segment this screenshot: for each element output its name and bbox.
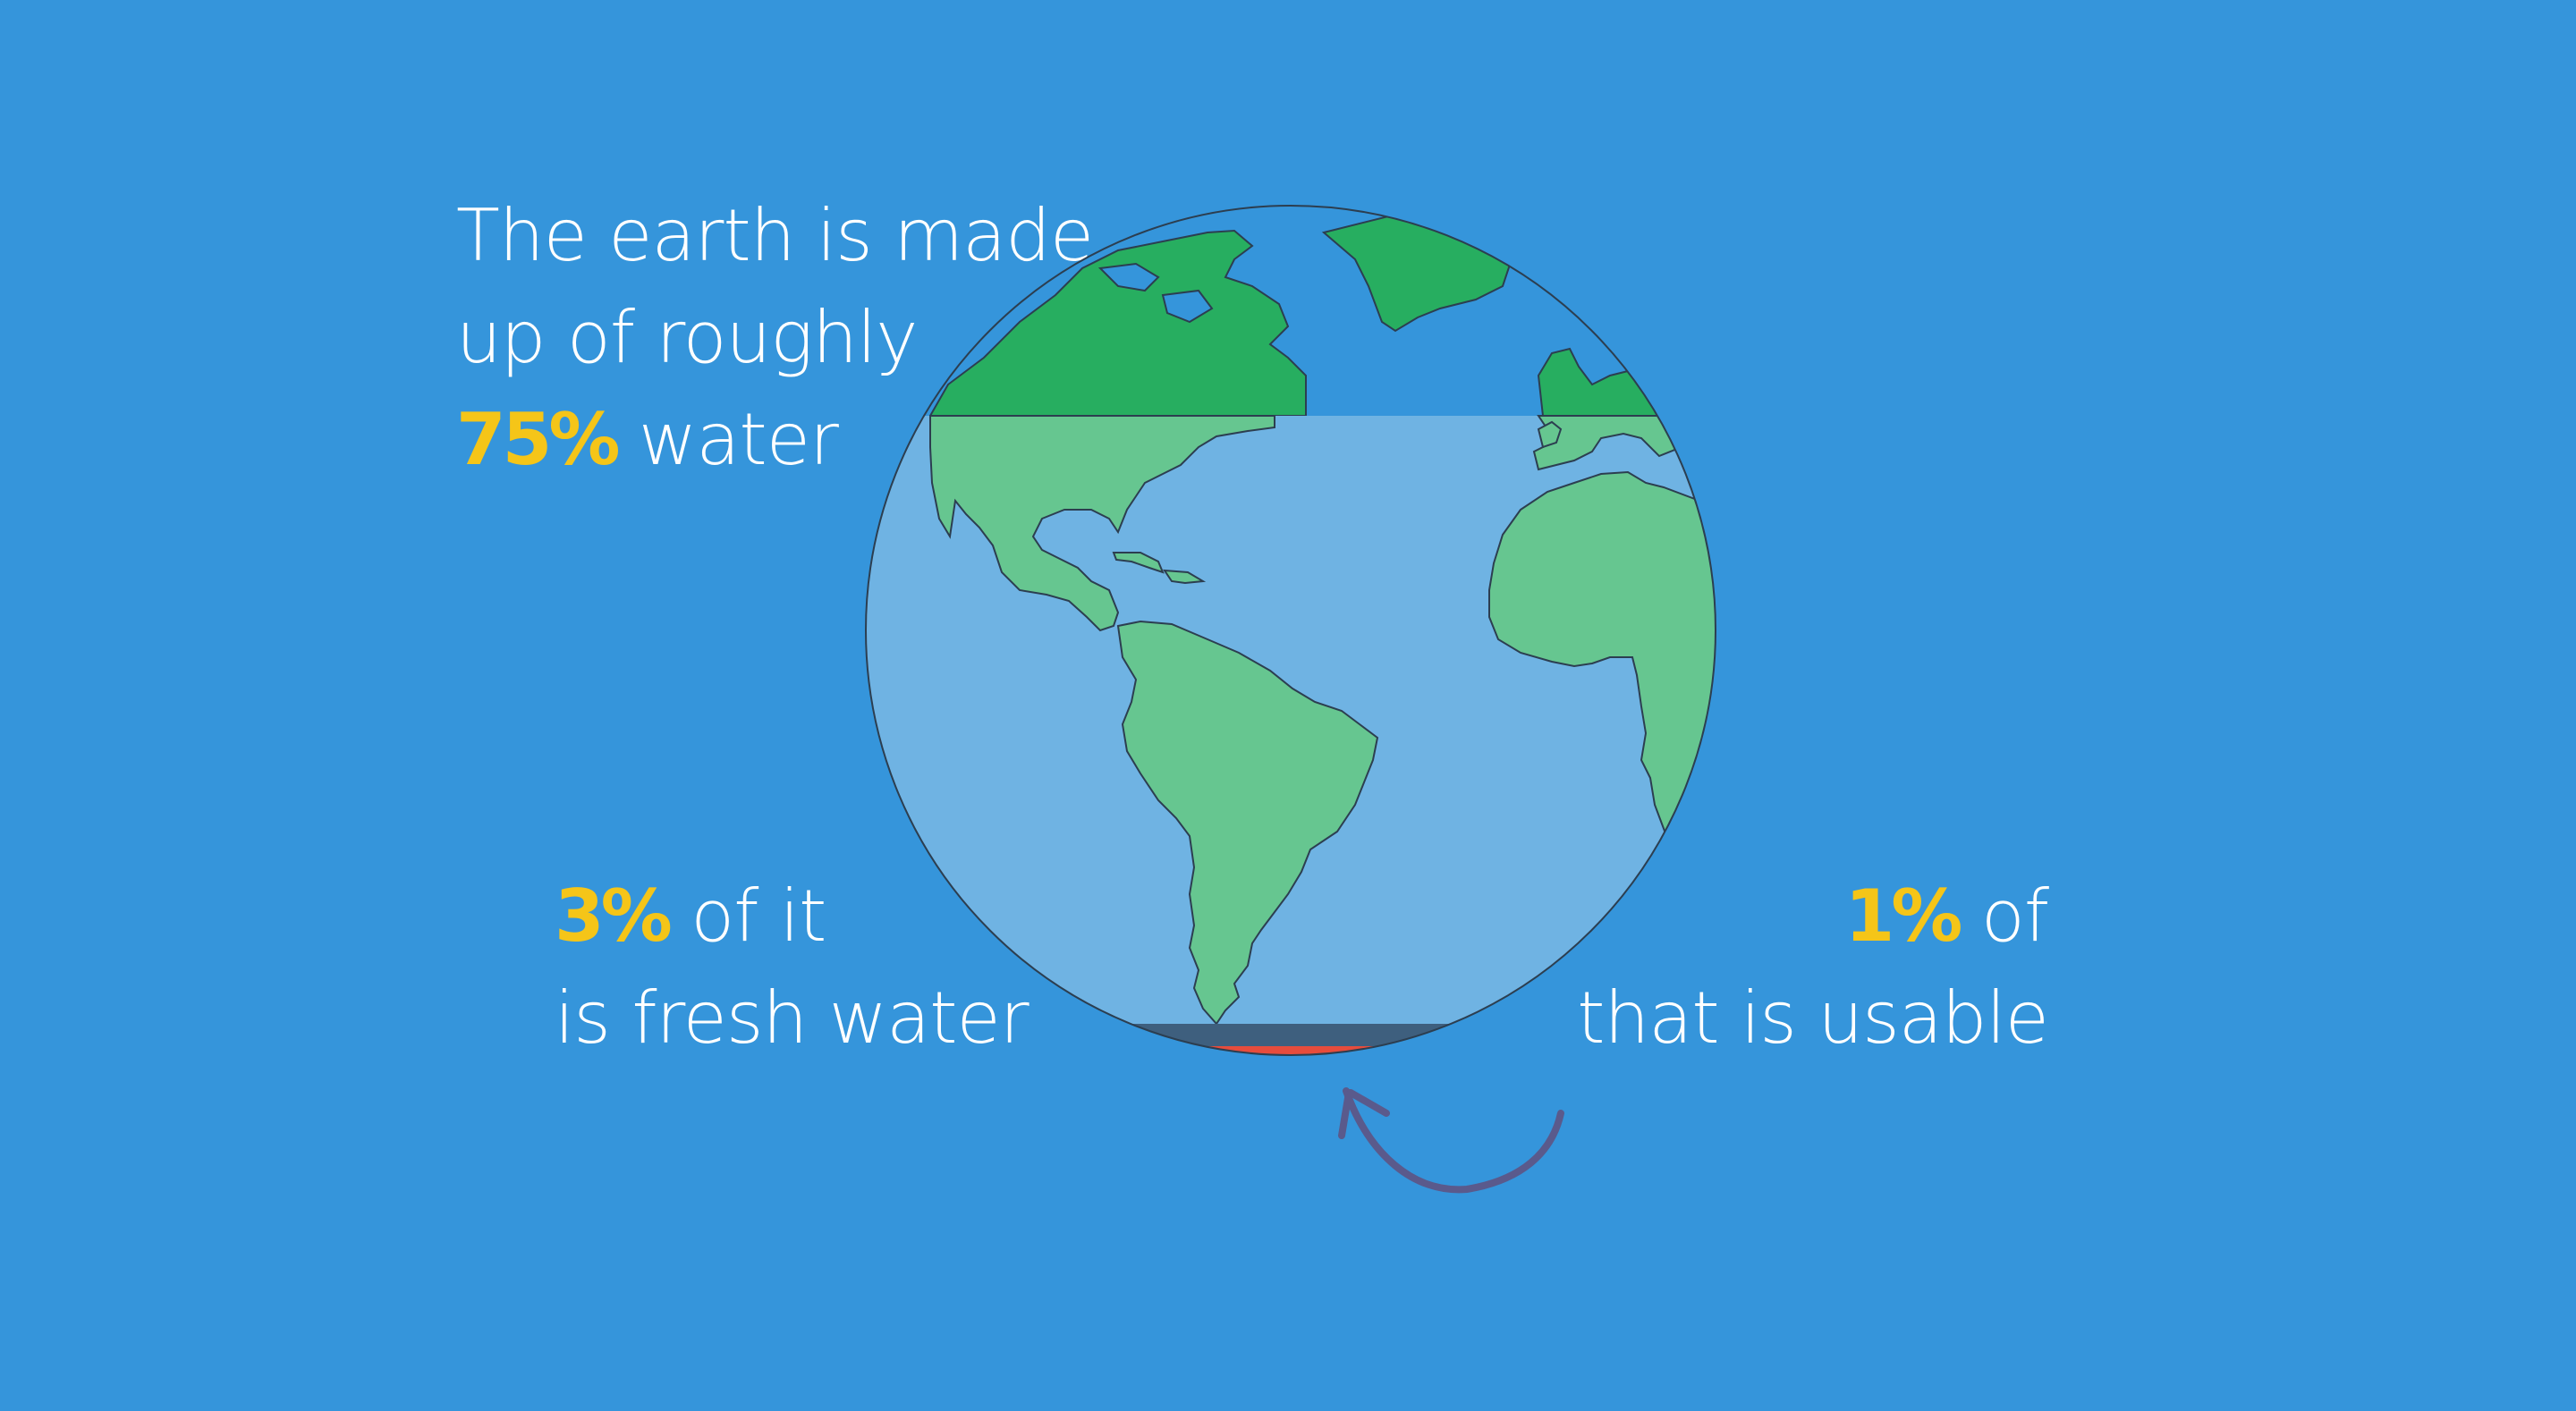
stat-1-percent-usable: 1% of that is usable xyxy=(1577,881,2049,1085)
globe-top-band xyxy=(866,206,1716,417)
stat-75-percentage: 75% xyxy=(456,398,620,481)
stat-3-line-1: 3% of it xyxy=(555,881,1029,983)
north-america-land xyxy=(929,415,1275,632)
arctic-island-2 xyxy=(1161,289,1214,324)
stat-3-line-2: is fresh water xyxy=(555,976,1030,1060)
uk-island xyxy=(1537,420,1563,449)
stat-3-suffix: of it xyxy=(668,874,826,958)
stat-3-percent-fresh: 3% of it is fresh water xyxy=(555,881,1030,1085)
stat-1-percentage: 1% xyxy=(1844,874,1963,958)
africa-land xyxy=(1488,470,1716,842)
usable-water-band xyxy=(866,1046,1716,1055)
stat-75-percent-water: The earth is made up of roughly 75% wate… xyxy=(456,194,1094,506)
curved-arrow-icon xyxy=(1338,1087,1564,1194)
globe-outline xyxy=(865,205,1716,1056)
stat-75-line-3: 75% water xyxy=(456,404,1093,506)
stat-3-percentage: 3% xyxy=(555,874,673,958)
stat-1-line-1: 1% of xyxy=(1577,881,2049,983)
globe-ocean-band xyxy=(866,415,1716,1026)
cuba-land xyxy=(1112,552,1165,574)
hispaniola-land xyxy=(1163,569,1207,585)
arctic-island-1 xyxy=(1097,262,1160,292)
stat-75-line-1: The earth is made xyxy=(456,194,1094,277)
stat-75-suffix: water xyxy=(616,398,839,481)
stat-1-line-2: that is usable xyxy=(1577,976,2049,1060)
stat-75-line-2: up of roughly xyxy=(456,296,919,379)
stat-1-suffix: of xyxy=(1959,874,2049,958)
north-america-north-land xyxy=(928,229,1307,417)
south-america-land xyxy=(1116,620,1379,1026)
